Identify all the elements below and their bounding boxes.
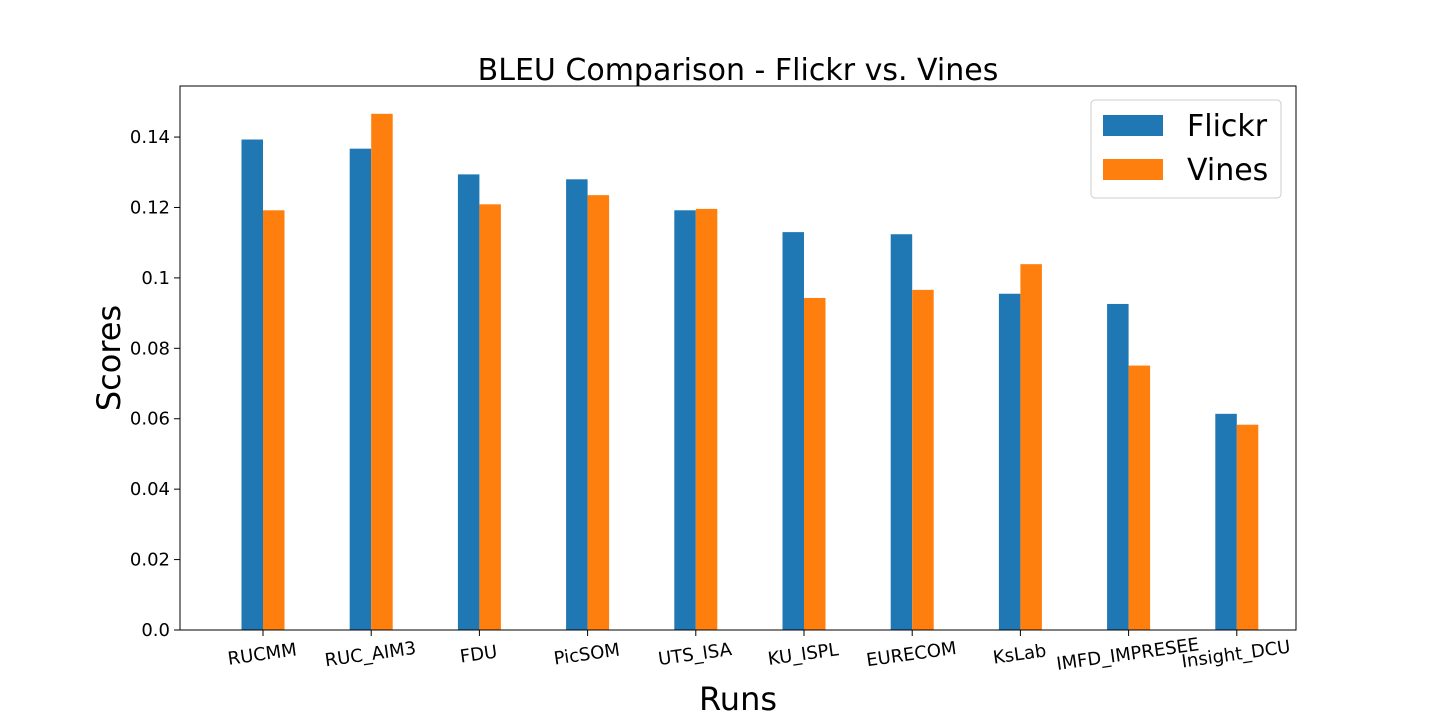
x-tick-label-picsom: PicSOM [552,640,621,670]
x-tick-label-ruc-aim3: RUC_AIM3 [323,638,417,672]
x-tick-label-uts-isa: UTS_ISA [657,639,734,670]
bar-flickr-ruc-aim3 [349,148,372,631]
legend-swatch-vines [1103,159,1163,180]
legend-swatch-flickr [1103,115,1163,136]
y-axis-label: Scores [90,305,128,411]
bar-flickr-fdu [457,174,480,630]
y-axis: 0.0 0.02 0.04 0.06 0.08 0.1 0.12 0.14 [130,127,180,641]
bar-vines-imfd-impresee [1128,365,1151,630]
x-tick-label-rucmm: RUCMM [226,639,298,669]
bar-flickr-imfd-impresee [1107,303,1129,630]
bar-flickr-rucmm [241,139,263,630]
bar-vines-ku-ispl [804,297,826,630]
x-tick-label-imfd-impresee: IMFD_IMPRESEE [1055,634,1200,675]
bar-vines-fdu [479,204,501,630]
y-tick-label: 0.14 [130,127,170,148]
bar-flickr-insight-dcu [1215,413,1237,630]
bar-flickr-uts-isa [674,210,696,631]
bar-vines-uts-isa [695,208,718,630]
y-tick-label: 0.1 [141,268,170,289]
bar-vines-insight-dcu [1236,424,1259,630]
bar-flickr-ku-ispl [782,232,804,630]
chart-title: BLEU Comparison - Flickr vs. Vines [478,53,999,88]
legend-label-flickr: Flickr [1187,109,1268,144]
bar-vines-kslab [1020,264,1042,630]
y-tick-label: 0.12 [130,197,170,218]
bar-flickr-eurecom [890,234,913,631]
legend-label-vines: Vines [1187,153,1268,188]
bars-group [241,113,1259,631]
y-tick-label: 0.06 [130,409,170,430]
y-tick-label: 0.08 [130,338,170,359]
bar-vines-picsom [587,195,610,630]
x-tick-label-kslab: KsLab [992,640,1048,668]
y-tick-label: 0.02 [130,550,170,571]
bar-flickr-kslab [998,293,1021,630]
x-tick-label-ku-ispl: KU_ISPL [767,639,840,670]
bar-vines-rucmm [263,210,285,631]
x-axis: RUCMM RUC_AIM3 FDU PicSOM UTS_ISA KU_ISPL EURE… [226,630,1292,675]
bar-flickr-picsom [566,179,588,630]
legend: Flickr Vines [1090,99,1282,199]
x-axis-label: Runs [699,680,777,718]
x-tick-label-eurecom: EURECOM [865,638,958,671]
plot-frame [179,85,1297,631]
bar-vines-ruc-aim3 [371,113,393,630]
y-tick-label: 0.0 [141,620,170,641]
x-tick-label-fdu: FDU [459,642,499,668]
y-tick-label: 0.04 [130,479,170,500]
bar-vines-eurecom [912,289,934,630]
